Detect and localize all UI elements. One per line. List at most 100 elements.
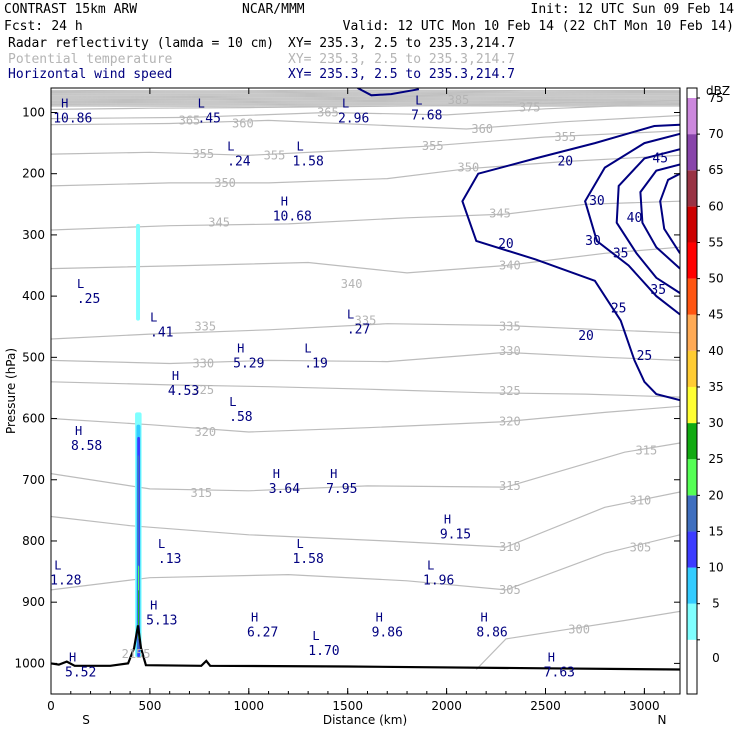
colorbar-swatch [687, 531, 697, 568]
wind-label: 35 [613, 246, 629, 261]
init-time: Init: 12 UTC Sun 09 Feb 14 [531, 2, 735, 17]
center-title: NCAR/MMM [242, 2, 305, 17]
theta-contour-line [51, 154, 680, 187]
theta-contour-line [51, 381, 680, 398]
colorbar-swatch [687, 278, 697, 315]
wind-label: 40 [627, 211, 643, 226]
theta-contour-line [51, 246, 680, 274]
colorbar-level-label: 15 [708, 524, 723, 538]
wind-contour-line [639, 163, 680, 270]
wind-label: 30 [589, 194, 605, 209]
theta-contour-line [51, 351, 680, 365]
high-low-markers: H10.86L.45L2.96L7.68L.24L1.58H10.68L.25L… [51, 93, 575, 680]
wind-label: 20 [578, 329, 594, 344]
high-low-letter: L [158, 537, 165, 551]
high-low-value: 7.68 [411, 108, 442, 123]
y-tick-label: 200 [22, 167, 45, 181]
theta-contour-line [51, 96, 680, 99]
reflectivity-shading [135, 223, 142, 658]
theta-label: 325 [499, 384, 521, 398]
theta-label: 345 [489, 206, 511, 220]
high-low-letter: H [61, 96, 68, 110]
low-marker: L.58 [229, 395, 252, 425]
theta-label: 350 [458, 161, 480, 175]
theta-label: 325 [192, 383, 214, 397]
low-marker: L1.28 [51, 559, 81, 589]
forecast-label: Fcst: [4, 19, 43, 34]
colorbar-level-label: 75 [708, 91, 723, 105]
axes: 0 500 1000 1500 2000 2500 3000 100 200 300 400 500 6… [14, 88, 680, 713]
high-marker: H5.29 [233, 341, 264, 371]
colorbar-swatch [687, 567, 697, 604]
theta-contour-line [51, 89, 680, 92]
theta-label: 320 [499, 415, 521, 429]
x-tick-label: 2000 [431, 699, 462, 713]
high-low-letter: H [75, 424, 82, 438]
colorbar-swatch [687, 350, 697, 387]
colorbar-level-label: 60 [708, 199, 723, 213]
x-tick-label: 0 [47, 699, 55, 713]
colorbar-level-label: 40 [708, 344, 723, 358]
colorbar-level-label: 35 [708, 380, 723, 394]
high-low-letter: H [330, 467, 337, 481]
x-tick-label: 2500 [530, 699, 561, 713]
colorbar-level-label: 70 [708, 127, 723, 141]
colorbar-swatch [687, 206, 697, 243]
field-xy-theta: XY= 235.3, 2.5 to 235.3,214.7 [288, 52, 515, 67]
high-low-letter: H [444, 513, 451, 527]
high-marker: H8.58 [71, 424, 102, 454]
theta-label: 350 [214, 176, 236, 190]
low-marker: L.19 [304, 341, 327, 371]
colorbar-swatch [687, 314, 697, 351]
colorbar-swatch [687, 603, 697, 640]
colorbar-level-label: 20 [708, 488, 723, 502]
wind-label: 30 [585, 234, 601, 249]
theta-contour-line [51, 102, 680, 120]
theta-contour-line [51, 93, 680, 96]
high-low-letter: H [172, 369, 179, 383]
high-low-value: 1.96 [423, 574, 454, 589]
theta-contour-line [51, 114, 680, 130]
theta-contour-line [51, 103, 680, 105]
wind-speed-contours [357, 88, 680, 402]
high-low-value: 8.86 [476, 626, 507, 641]
high-low-value: 1.58 [292, 552, 323, 567]
field-xy-reflectivity: XY= 235.3, 2.5 to 235.3,214.7 [288, 36, 515, 51]
high-low-letter: L [297, 537, 304, 551]
high-low-letter: L [427, 559, 434, 573]
colorbar-swatch [687, 495, 697, 532]
wind-label: 25 [611, 301, 627, 316]
low-marker: L.41 [150, 311, 173, 341]
theta-contour-line [51, 94, 680, 97]
theta-contour-line [51, 442, 680, 492]
high-low-letter: L [347, 308, 354, 322]
high-low-value: 10.86 [53, 111, 92, 126]
high-low-letter: H [251, 611, 258, 625]
colorbar-level-label: 45 [708, 308, 723, 322]
high-low-value: 7.95 [326, 482, 357, 497]
theta-contour-line [51, 534, 680, 591]
high-low-letter: H [150, 598, 157, 612]
high-marker: H9.15 [440, 513, 471, 543]
high-low-value: 3.64 [269, 482, 300, 497]
theta-contour-line [51, 104, 680, 106]
wind-label: 25 [637, 349, 653, 364]
low-marker: L1.58 [292, 537, 323, 567]
theta-contour-line [51, 90, 680, 93]
high-low-letter: L [198, 96, 205, 110]
high-low-value: 5.52 [65, 665, 96, 680]
wind-contour-line [461, 123, 680, 402]
y-tick-label: 700 [22, 473, 45, 487]
colorbar-swatch [687, 386, 697, 424]
high-marker: H7.95 [326, 467, 357, 497]
high-low-value: .45 [197, 111, 220, 126]
low-marker: L.45 [197, 96, 220, 126]
high-low-letter: H [281, 194, 288, 208]
high-low-letter: L [54, 559, 61, 573]
reflectivity-cell [136, 223, 141, 321]
wind-contour-line [584, 132, 680, 316]
low-marker: L2.96 [338, 96, 369, 126]
low-marker: L.27 [347, 308, 370, 338]
theta-label: 365 [317, 105, 339, 119]
theta-label: 355 [422, 139, 444, 153]
